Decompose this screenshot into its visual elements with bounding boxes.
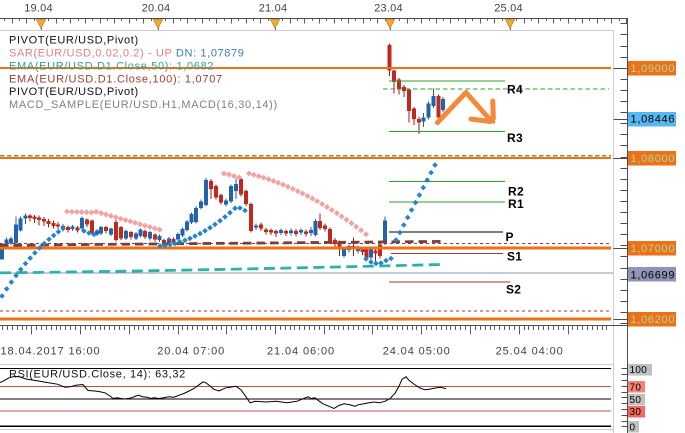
svg-text:19.04: 19.04 (24, 3, 53, 15)
svg-text:1,08000: 1,08000 (631, 153, 676, 165)
svg-text:R4: R4 (507, 83, 523, 97)
svg-text:20.04 07:00: 20.04 07:00 (157, 345, 225, 357)
svg-text:EMA(EUR/USD.D1.Close,100): 1,0: EMA(EUR/USD.D1.Close,100): 1,0707 (9, 73, 223, 85)
svg-text:SAR(EUR/USD,0.02,0.2) - UP: SAR(EUR/USD,0.02,0.2) - UP DN: 1,07879 (9, 48, 245, 60)
svg-text:70: 70 (630, 383, 642, 394)
svg-text:R2: R2 (508, 184, 524, 198)
svg-text:0: 0 (630, 423, 636, 433)
svg-text:100: 100 (630, 365, 648, 376)
svg-text:EMA(EUR/USD.D1.Close,50): 1,06: EMA(EUR/USD.D1.Close,50): 1,0682 (9, 60, 214, 72)
svg-text:1,07000: 1,07000 (631, 243, 676, 255)
svg-text:MACD_SAMPLE(EUR/USD.H1,MACD(16: MACD_SAMPLE(EUR/USD.H1,MACD(16,30,14)) (9, 99, 278, 111)
svg-text:R1: R1 (508, 197, 524, 211)
svg-text:S2: S2 (506, 282, 521, 296)
svg-text:21.04: 21.04 (259, 3, 288, 15)
svg-text:25.04: 25.04 (494, 3, 523, 15)
svg-text:21.04 06:00: 21.04 06:00 (267, 345, 335, 357)
svg-text:20.04: 20.04 (142, 3, 171, 15)
svg-text:1,09000: 1,09000 (631, 63, 676, 75)
svg-text:R3: R3 (507, 131, 523, 145)
svg-text:S1: S1 (507, 249, 522, 263)
svg-text:25.04 04:00: 25.04 04:00 (496, 345, 564, 357)
svg-text:23.04: 23.04 (374, 3, 403, 15)
svg-text:P: P (506, 230, 514, 244)
svg-text:24.04 05:00: 24.04 05:00 (383, 345, 451, 357)
svg-text:RSI(EUR/USD.Close, 14): 63,32: RSI(EUR/USD.Close, 14): 63,32 (9, 369, 186, 381)
svg-text:50: 50 (630, 395, 642, 406)
svg-text:1,06200: 1,06200 (631, 314, 676, 326)
svg-text:1,08446: 1,08446 (631, 114, 676, 126)
svg-text:1,06699: 1,06699 (631, 269, 676, 281)
svg-text:30: 30 (630, 407, 642, 418)
svg-text:18.04.2017 16:00: 18.04.2017 16:00 (1, 345, 101, 357)
svg-text:PIVOT(EUR/USD,Pivot): PIVOT(EUR/USD,Pivot) (9, 35, 139, 47)
svg-text:PIVOT(EUR/USD,Pivot): PIVOT(EUR/USD,Pivot) (9, 86, 139, 98)
